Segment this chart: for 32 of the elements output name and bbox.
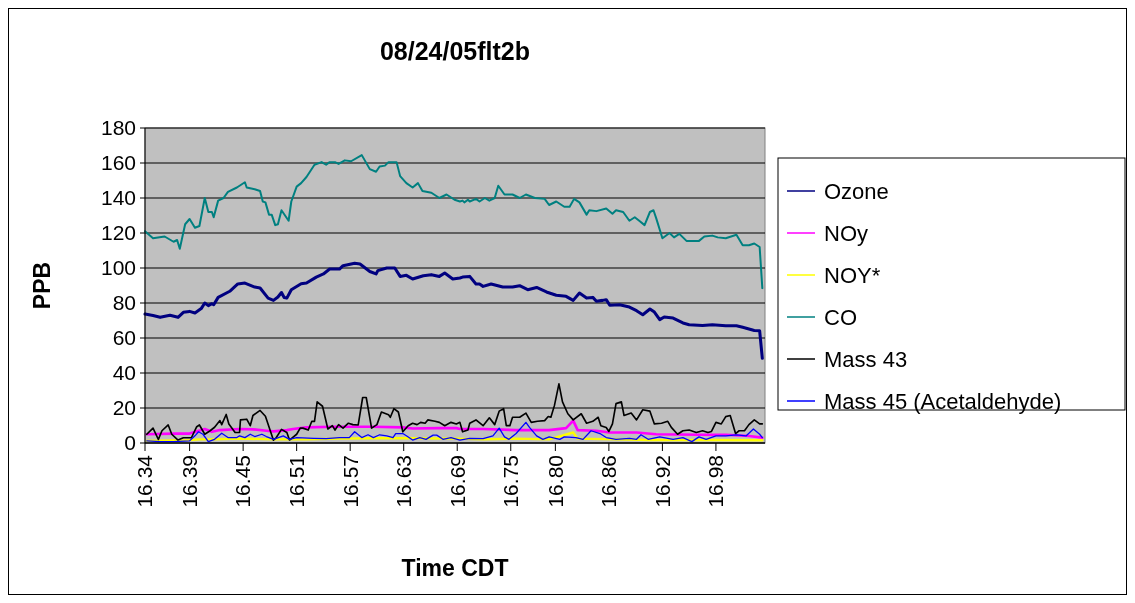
legend-label: CO bbox=[824, 304, 857, 330]
line-series bbox=[143, 261, 764, 360]
y-tick-label: 120 bbox=[100, 221, 136, 245]
x-tick-label: 16.80 bbox=[543, 455, 567, 508]
x-tick-label: 16.92 bbox=[650, 455, 674, 508]
x-axis-title: Time CDT bbox=[401, 555, 509, 581]
y-tick-label: 100 bbox=[100, 256, 136, 280]
legend-label: Ozone bbox=[824, 178, 889, 204]
legend-label: Mass 45 (Acetaldehyde) bbox=[824, 388, 1062, 414]
y-tick-label: 40 bbox=[112, 361, 136, 385]
x-tick-label: 16.57 bbox=[338, 455, 362, 508]
x-tick-label: 16.39 bbox=[177, 455, 201, 508]
x-tick-label: 16.86 bbox=[597, 455, 621, 508]
y-tick-label: 0 bbox=[124, 431, 136, 455]
y-axis-title: PPB bbox=[29, 261, 55, 310]
y-tick-label: 20 bbox=[112, 396, 136, 420]
y-tick-label: 180 bbox=[100, 116, 136, 140]
x-tick-label: 16.34 bbox=[133, 454, 157, 508]
x-tick-label: 16.45 bbox=[231, 455, 255, 508]
y-tick-label: 80 bbox=[112, 291, 136, 315]
chart-title: 08/24/05flt2b bbox=[379, 37, 531, 65]
legend-label: Mass 43 bbox=[824, 346, 908, 372]
y-tick-label: 160 bbox=[100, 151, 136, 175]
legend-label: NOy bbox=[824, 220, 868, 246]
legend-label: NOY* bbox=[824, 262, 881, 288]
y-tick-label: 60 bbox=[112, 326, 136, 350]
x-tick-label: 16.75 bbox=[499, 455, 523, 508]
x-tick-label: 16.69 bbox=[445, 455, 469, 508]
x-tick-label: 16.98 bbox=[704, 455, 728, 508]
x-tick-label: 16.63 bbox=[392, 455, 416, 508]
y-tick-label: 140 bbox=[100, 186, 136, 210]
x-tick-label: 16.51 bbox=[285, 455, 308, 508]
